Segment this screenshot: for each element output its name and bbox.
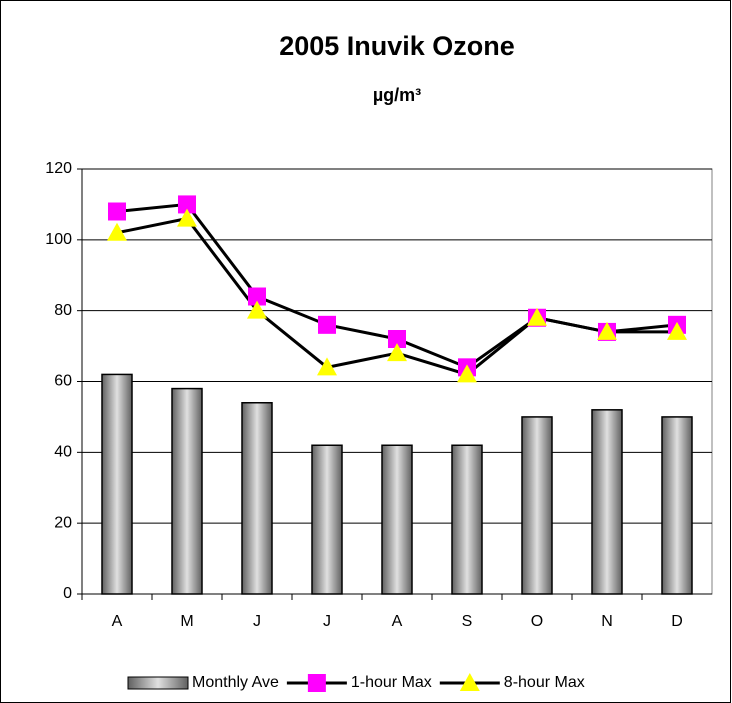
bar xyxy=(591,409,623,595)
bar xyxy=(451,444,483,595)
legend-marker xyxy=(307,674,326,692)
marker xyxy=(108,202,126,221)
x-tick-label: A xyxy=(392,613,403,630)
marker xyxy=(667,321,687,340)
marker xyxy=(317,357,337,376)
marker xyxy=(318,315,336,334)
y-tick-label: 60 xyxy=(54,373,72,390)
chart-title: 2005 Inuvik Ozone xyxy=(279,31,515,61)
bar xyxy=(521,416,553,595)
x-tick-label: A xyxy=(112,613,123,630)
y-tick-label: 0 xyxy=(63,585,72,602)
legend-label: Monthly Ave xyxy=(192,674,279,691)
marker xyxy=(177,208,197,227)
x-tick-label: J xyxy=(253,613,261,630)
chart-subtitle: µg/m³ xyxy=(373,85,421,105)
legend-label: 1-hour Max xyxy=(351,674,432,691)
marker xyxy=(457,364,477,383)
marker xyxy=(388,330,406,348)
marker xyxy=(178,195,196,214)
x-tick-label: O xyxy=(531,613,543,630)
y-tick-label: 120 xyxy=(45,160,72,177)
marker xyxy=(527,307,547,326)
y-tick-label: 20 xyxy=(54,514,72,531)
legend-label: 8-hour Max xyxy=(504,674,585,691)
y-tick-label: 40 xyxy=(54,444,72,461)
marker xyxy=(387,343,407,362)
marker xyxy=(247,300,267,319)
bar xyxy=(101,373,133,595)
x-tick-label: N xyxy=(601,613,613,630)
marker xyxy=(597,321,617,340)
x-tick-label: D xyxy=(671,613,683,630)
marker xyxy=(248,287,266,306)
bar xyxy=(311,444,343,595)
bar xyxy=(241,402,273,595)
legend-swatch xyxy=(127,676,189,690)
legend-marker xyxy=(459,673,480,691)
bar xyxy=(661,416,693,595)
x-tick-label: M xyxy=(180,613,193,630)
x-tick-label: J xyxy=(323,613,331,630)
y-tick-label: 80 xyxy=(54,302,72,319)
marker xyxy=(107,222,127,241)
y-tick-label: 100 xyxy=(45,231,72,248)
x-tick-label: S xyxy=(462,613,473,630)
bar xyxy=(381,444,413,595)
bar xyxy=(171,387,203,595)
